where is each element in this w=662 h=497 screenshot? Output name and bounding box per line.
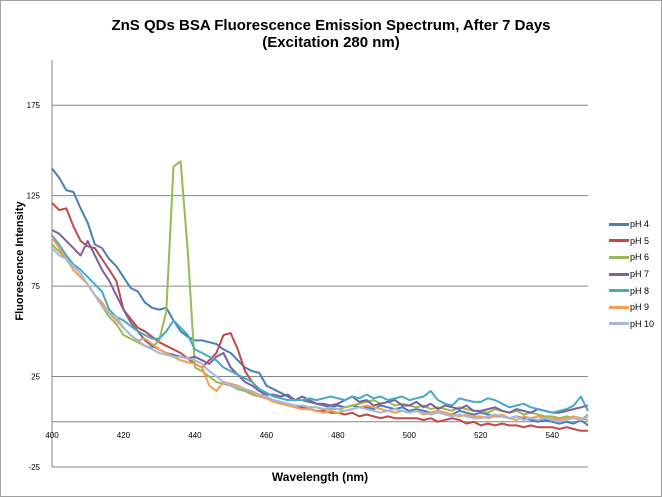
series-line-ph4 xyxy=(51,167,589,427)
legend-item: pH 4 xyxy=(609,216,654,233)
x-tick-label: 400 xyxy=(45,431,59,440)
x-tick-label: 500 xyxy=(403,431,417,440)
y-tick-label: 25 xyxy=(31,373,40,382)
legend-label: pH 4 xyxy=(630,219,650,230)
chart-subtitle: (Excitation 280 nm) xyxy=(262,34,400,51)
legend-swatch xyxy=(609,305,629,309)
legend-item: pH 6 xyxy=(609,249,654,266)
x-axis-label: Wavelength (nm) xyxy=(271,470,369,484)
x-tick-label: 520 xyxy=(474,431,488,440)
legend-item: pH 10 xyxy=(609,316,654,333)
legend-swatch xyxy=(609,272,629,276)
legend-label: pH 7 xyxy=(630,269,650,280)
x-tick-label: 440 xyxy=(188,431,202,440)
chart-title: ZnS QDs BSA Fluorescence Emission Spectr… xyxy=(111,17,551,34)
series-line-ph8 xyxy=(51,234,589,414)
legend-label: pH 6 xyxy=(630,252,650,263)
y-tick-label: 125 xyxy=(27,192,41,201)
x-tick-label: 540 xyxy=(546,431,560,440)
legend-item: pH 5 xyxy=(609,233,654,250)
legend-swatch xyxy=(609,289,629,293)
legend-item: pH 8 xyxy=(609,282,654,299)
x-tick-label: 480 xyxy=(331,431,345,440)
legend-swatch xyxy=(609,255,629,259)
series-line-ph7 xyxy=(51,229,589,414)
y-tick-label: 75 xyxy=(31,282,40,291)
y-tick-label: 175 xyxy=(27,101,41,110)
series-line-ph5 xyxy=(51,202,588,432)
legend-label: pH 9 xyxy=(630,302,650,313)
y-tick-label: -25 xyxy=(28,463,40,472)
legend-swatch xyxy=(609,239,629,243)
legend-swatch xyxy=(609,322,629,326)
legend-label: pH 5 xyxy=(630,235,650,246)
x-tick-label: 460 xyxy=(260,431,274,440)
legend-swatch xyxy=(609,222,629,226)
series-line-ph6 xyxy=(51,160,589,421)
series-line-ph9 xyxy=(51,236,589,421)
legend-item: pH 7 xyxy=(609,266,654,283)
x-tick-label: 420 xyxy=(117,431,131,440)
legend-label: pH 10 xyxy=(630,318,655,329)
legend: pH 4 pH 5 pH 6 pH 7 pH 8 pH 9 pH 10 xyxy=(609,216,654,332)
legend-item: pH 9 xyxy=(609,299,654,316)
legend-label: pH 8 xyxy=(630,285,650,296)
series-line-ph10 xyxy=(51,247,589,423)
